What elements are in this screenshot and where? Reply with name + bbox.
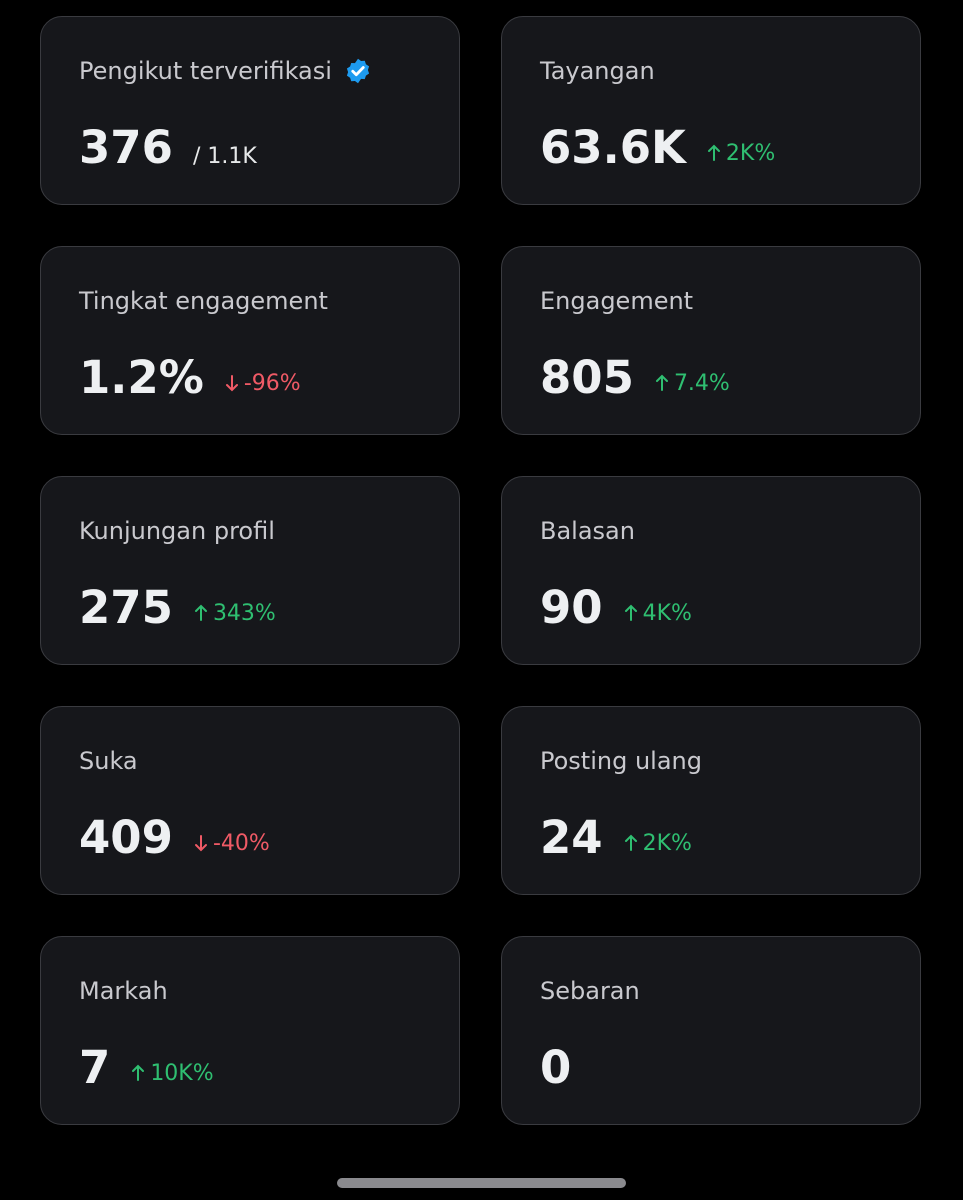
metric-total: / 1.1K [192,144,257,169]
metric-change-text: 4K% [642,600,692,626]
metric-card[interactable]: Posting ulang 24 2K% [501,706,921,895]
metric-value: 376 [79,121,173,174]
metric-change: -40% [193,831,270,856]
metric-label-text: Pengikut terverifikasi [79,57,332,85]
metric-row: 0 [540,1041,571,1094]
metric-label: Sebaran [540,977,640,1005]
metric-label-text: Sebaran [540,977,640,1005]
metric-card[interactable]: Suka 409 -40% [40,706,460,895]
arrow-up [624,834,637,851]
arrow-up [132,1064,145,1081]
arrow-up [655,374,668,391]
metric-row: 90 4K% [540,581,692,634]
metric-label: Tingkat engagement [79,287,328,315]
metric-label-text: Engagement [540,287,694,315]
metric-label: Engagement [540,287,693,315]
metric-card[interactable]: Kunjungan profil 275 343% [40,476,460,665]
metric-label-text: Balasan [540,517,635,545]
metric-card[interactable]: Balasan 90 4K% [501,476,921,665]
metric-label: Markah [79,977,168,1005]
metric-value: 805 [540,351,634,404]
metric-value: 90 [540,581,603,634]
metric-label: Posting ulang [540,747,702,775]
metric-row: 7 10K% [79,1041,214,1094]
arrow-up [624,604,637,621]
metric-card[interactable]: Sebaran 0 [501,936,921,1125]
metric-row: 24 2K% [540,811,692,864]
metric-label-text: Kunjungan profil [79,517,275,545]
metric-value: 275 [79,581,173,634]
metric-label-text: Posting ulang [540,747,702,775]
metric-label-text: Suka [79,747,138,775]
metric-change-text: 2K% [642,830,692,856]
metric-change: 343% [193,601,276,626]
home-indicator[interactable] [337,1178,626,1188]
metric-change-text: -96% [243,370,301,396]
verified-badge [346,58,370,84]
metric-change-text: 10K% [150,1060,214,1086]
metric-row: 805 7.4% [540,351,730,404]
metric-card[interactable]: Markah 7 10K% [40,936,460,1125]
arrow-down [225,375,238,392]
metric-value: 24 [540,811,603,864]
metric-card[interactable]: Pengikut terverifikasi 376 / 1.1K [40,16,460,205]
metric-change: -96% [224,371,301,396]
metric-label-text: Tingkat engagement [79,287,328,315]
metric-row: 1.2% -96% [79,351,301,404]
metric-change: 2K% [623,831,692,856]
metric-value: 1.2% [79,351,204,404]
metric-card[interactable]: Tayangan 63.6K 2K% [501,16,921,205]
metric-change: 10K% [130,1060,214,1086]
metric-card[interactable]: Engagement 805 7.4% [501,246,921,435]
arrow-down [194,835,207,852]
metric-change-text: 7.4% [673,370,730,396]
metric-change: 2K% [706,141,775,166]
metric-value: 7 [79,1041,111,1094]
metric-change-text: 2K% [725,140,776,166]
metric-row: 376 / 1.1K [79,121,257,174]
metric-value: 0 [540,1041,572,1094]
metric-label: Balasan [540,517,635,545]
arrow-up [194,604,207,621]
metric-label: Pengikut terverifikasi [79,57,372,85]
metric-value: 63.6K [540,121,686,174]
metric-label: Suka [79,747,138,775]
metric-card[interactable]: Tingkat engagement 1.2% -96% [40,246,460,435]
metric-label-text: Tayangan [540,57,655,85]
metric-value: 409 [79,811,173,864]
metric-change-text: 343% [212,600,276,626]
metric-label: Kunjungan profil [79,517,275,545]
metric-row: 409 -40% [79,811,270,864]
metric-label-text: Markah [79,977,168,1005]
metric-label: Tayangan [540,57,655,85]
arrow-up [707,144,720,161]
metric-change: 7.4% [654,371,730,396]
metric-change-text: -40% [212,830,270,856]
metric-row: 275 343% [79,581,276,634]
metric-row: 63.6K 2K% [540,121,775,174]
metric-change: 4K% [623,601,692,626]
